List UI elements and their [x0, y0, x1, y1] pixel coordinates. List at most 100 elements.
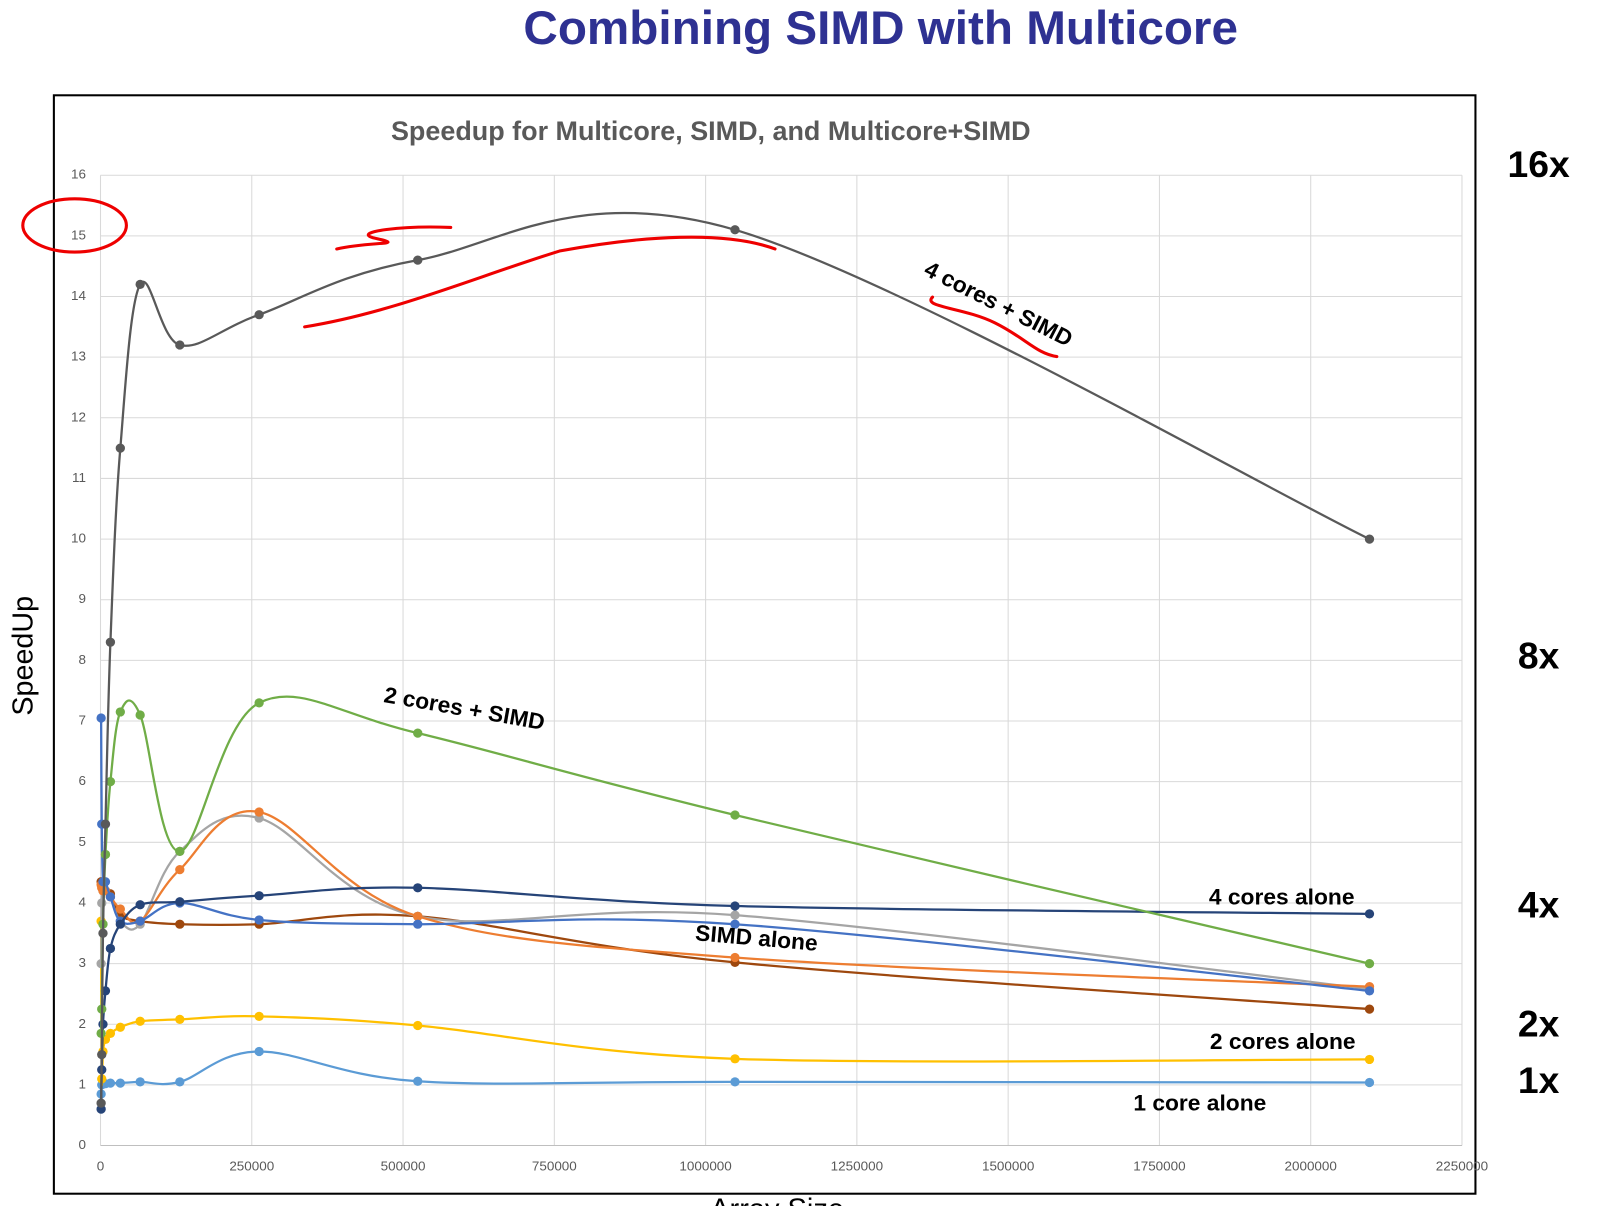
point — [1364, 1077, 1375, 1088]
point — [254, 1011, 264, 1021]
point — [115, 1022, 125, 1032]
x-tick-label: 1250000 — [831, 1159, 883, 1174]
series-line — [99, 695, 1370, 1034]
chart-frame — [52, 94, 1477, 1195]
slide-title: Combining SIMD with Multicore — [523, 2, 1238, 55]
point — [115, 919, 125, 929]
y-tick-label: 10 — [71, 531, 86, 546]
point — [413, 728, 423, 738]
point — [1364, 909, 1375, 919]
y-tick-label: 6 — [79, 773, 86, 788]
point — [413, 919, 423, 929]
point — [135, 900, 145, 910]
point — [413, 255, 423, 265]
point — [254, 915, 264, 925]
point — [97, 898, 107, 908]
point — [730, 810, 740, 820]
point — [175, 897, 185, 907]
side-label: 2x — [1518, 1003, 1560, 1045]
point — [1364, 1004, 1375, 1014]
point — [254, 1046, 264, 1057]
red-underline — [303, 235, 777, 329]
point — [135, 279, 145, 289]
point — [97, 1049, 107, 1060]
x-tick-label: 1750000 — [1133, 1159, 1185, 1174]
point — [730, 1077, 740, 1087]
point — [115, 1078, 125, 1088]
y-tick-label: 7 — [79, 713, 86, 728]
y-tick-label: 11 — [72, 470, 86, 485]
point — [730, 919, 740, 929]
point — [730, 1054, 740, 1064]
point — [135, 710, 145, 720]
x-tick-label: 1000000 — [679, 1159, 731, 1174]
point — [1364, 958, 1375, 969]
point — [135, 916, 145, 926]
series-label: 4 cores alone — [1209, 884, 1355, 910]
series-label: 2 cores + SIMD — [382, 681, 547, 734]
point — [1364, 534, 1375, 544]
red-scribble — [335, 225, 453, 251]
point — [98, 928, 108, 938]
point — [96, 1098, 106, 1108]
point — [730, 910, 740, 920]
side-label: 16x — [1508, 143, 1571, 185]
series-label: 4 cores + SIMD — [920, 256, 1077, 352]
point — [175, 919, 185, 929]
point — [105, 1028, 116, 1038]
point — [1364, 1054, 1375, 1065]
point — [730, 952, 740, 963]
point — [115, 904, 125, 914]
point — [105, 892, 116, 902]
point — [135, 1016, 145, 1026]
y-tick-label: 2 — [79, 1016, 86, 1031]
series-label: 2 cores alone — [1210, 1028, 1356, 1054]
y-tick-label: 3 — [79, 955, 86, 970]
x-tick-label: 2250000 — [1436, 1159, 1488, 1174]
point — [105, 777, 116, 787]
x-tick-label: 500000 — [381, 1159, 426, 1174]
point — [175, 1077, 185, 1087]
point — [254, 807, 264, 817]
side-label: 1x — [1518, 1059, 1560, 1101]
y-tick-label: 13 — [71, 349, 86, 364]
point — [413, 883, 423, 893]
point — [115, 443, 125, 453]
point — [100, 819, 111, 829]
side-label: 4x — [1518, 884, 1560, 926]
y-tick-label: 0 — [79, 1137, 86, 1152]
point — [413, 1020, 423, 1031]
point — [413, 911, 423, 921]
y-tick-label: 12 — [71, 409, 86, 424]
x-tick-label: 1500000 — [982, 1159, 1034, 1174]
chart-title: Speedup for Multicore, SIMD, and Multico… — [391, 116, 1031, 146]
y-tick-label: 14 — [71, 288, 87, 303]
y-tick-label: 15 — [71, 227, 86, 242]
point — [254, 698, 264, 708]
point — [413, 1076, 423, 1086]
point — [135, 1077, 145, 1087]
y-tick-label: 4 — [79, 895, 87, 910]
y-tick-label: 9 — [79, 591, 86, 606]
point — [730, 901, 740, 911]
series-label: SIMD alone — [694, 919, 819, 955]
x-tick-label: 750000 — [532, 1159, 577, 1174]
x-tick-label: 0 — [97, 1159, 104, 1174]
series-line — [99, 717, 1370, 993]
point — [175, 340, 185, 350]
point — [175, 864, 185, 875]
point — [730, 225, 740, 235]
point — [96, 713, 106, 723]
y-tick-label: 16 — [71, 167, 86, 182]
red-underline — [929, 295, 1059, 359]
point — [254, 310, 264, 320]
point — [1364, 986, 1375, 996]
red-circle — [21, 197, 128, 254]
x-tick-label: 2000000 — [1285, 1159, 1337, 1174]
y-tick-label: 8 — [79, 652, 86, 667]
series-label: 1 core alone — [1133, 1090, 1266, 1116]
handwriting — [21, 197, 1059, 359]
point — [254, 891, 264, 901]
